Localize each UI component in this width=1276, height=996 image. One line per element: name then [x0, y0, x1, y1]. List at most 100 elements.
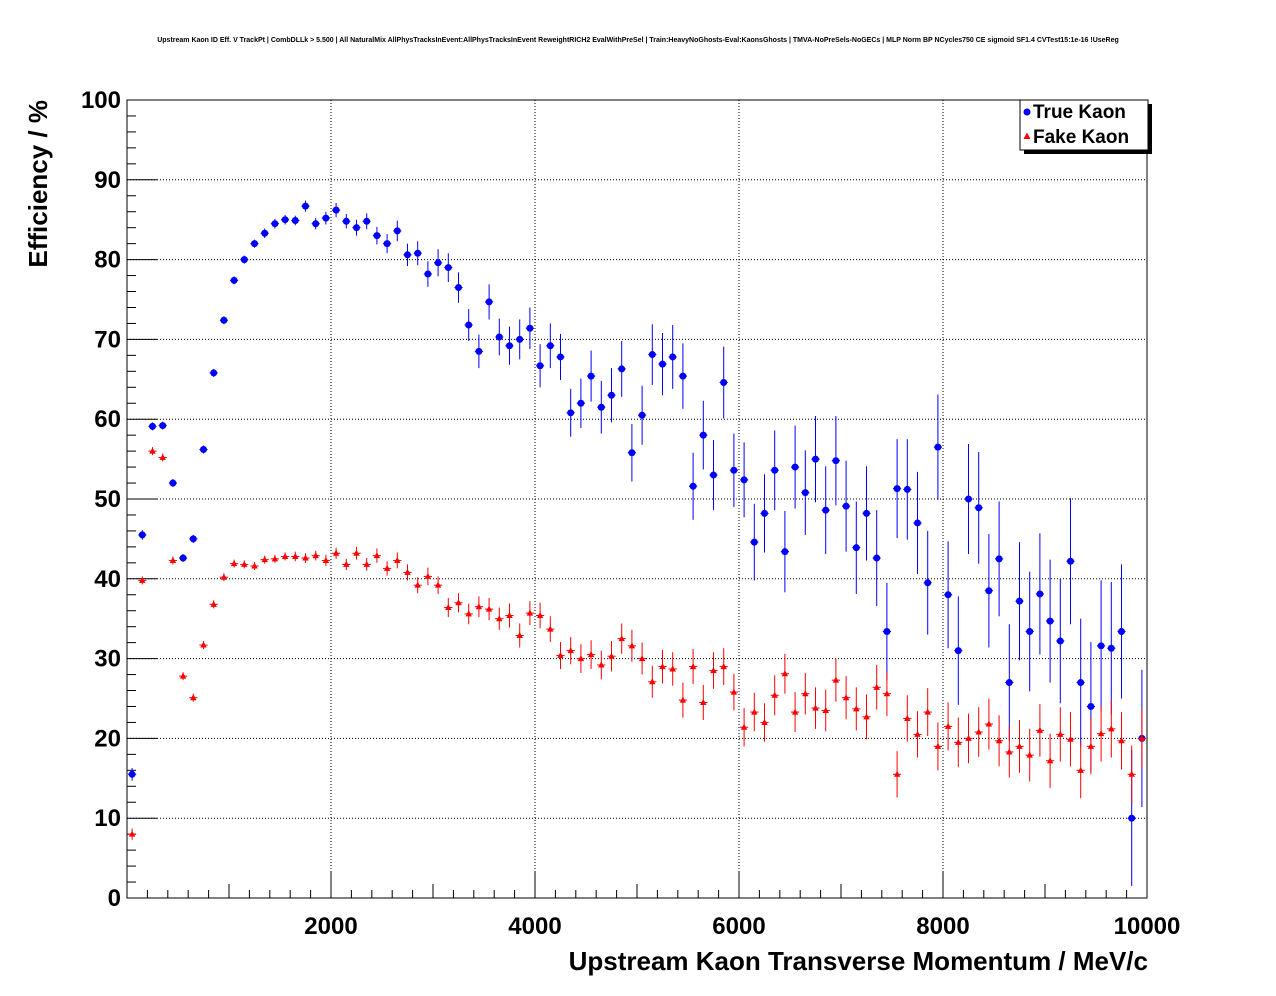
fake-kaon-point [1086, 718, 1095, 775]
true-kaon-marker [312, 220, 320, 228]
fake-kaon-marker [373, 552, 381, 559]
fake-kaon-point [740, 708, 749, 747]
true-kaon-point [954, 596, 963, 705]
true-kaon-marker [710, 471, 717, 479]
true-kaon-point [893, 439, 902, 539]
fake-kaon-marker [853, 705, 860, 712]
true-kaon-point [1107, 581, 1116, 715]
fake-kaon-point [332, 547, 341, 559]
series-true-kaon [128, 200, 1146, 887]
fake-kaon-point [495, 607, 504, 630]
true-kaon-point [148, 422, 157, 431]
fake-kaon-marker [587, 651, 595, 658]
y-tick-label: 90 [94, 167, 121, 194]
fake-kaon-marker [526, 609, 534, 616]
fake-kaon-point [168, 556, 177, 565]
true-kaon-point [770, 430, 779, 511]
fake-kaon-point [250, 562, 259, 571]
true-kaon-marker [659, 360, 666, 368]
fake-kaon-point [780, 653, 789, 694]
fake-kaon-marker [1036, 726, 1044, 733]
true-kaon-point [158, 421, 167, 430]
fake-kaon-point [148, 447, 157, 456]
fake-kaon-marker [710, 667, 717, 674]
true-kaon-point [301, 200, 310, 212]
fake-kaon-marker [434, 581, 442, 588]
fake-kaon-marker [241, 560, 248, 567]
fake-kaon-point [1015, 720, 1024, 773]
true-kaon-marker [353, 224, 360, 232]
true-kaon-marker [720, 378, 728, 386]
fake-kaon-point [536, 602, 545, 629]
true-kaon-point [525, 307, 534, 349]
true-kaon-marker [536, 362, 544, 370]
true-kaon-point [1076, 618, 1085, 747]
fake-kaon-marker [802, 690, 809, 697]
true-kaon-marker [679, 372, 687, 380]
y-tick-label: 50 [94, 486, 121, 513]
fake-kaon-point [729, 673, 738, 711]
true-kaon-point [638, 385, 647, 445]
true-kaon-point [699, 400, 708, 470]
true-kaon-point [576, 378, 585, 428]
true-kaon-point [974, 451, 983, 564]
true-kaon-marker [485, 298, 493, 306]
true-kaon-marker [638, 411, 646, 419]
true-kaon-point [1056, 578, 1065, 704]
fake-kaon-marker [791, 708, 799, 715]
fake-kaon-point [546, 616, 555, 642]
fake-kaon-point [321, 554, 330, 567]
true-kaon-marker [393, 227, 401, 235]
true-kaon-point [811, 416, 820, 503]
fake-kaon-point [638, 642, 647, 675]
fake-kaon-marker [1057, 730, 1064, 737]
true-kaon-marker [200, 446, 207, 454]
y-tick-label: 0 [108, 885, 121, 912]
true-kaon-marker [883, 627, 891, 635]
fake-kaon-point [403, 564, 412, 581]
fake-kaon-marker [985, 720, 993, 727]
true-kaon-point [872, 510, 881, 606]
true-kaon-point [709, 439, 718, 511]
y-tick-label: 20 [94, 725, 121, 752]
true-kaon-point [495, 318, 504, 356]
legend-true-kaon-marker [1023, 108, 1031, 116]
fake-kaon-marker [975, 728, 982, 735]
chart-title: Upstream Kaon ID Eff. V TrackPt | CombDL… [157, 37, 1119, 44]
fake-kaon-marker [995, 737, 1003, 744]
true-kaon-point [209, 368, 218, 377]
fake-kaon-point [158, 453, 167, 462]
fake-kaon-marker [536, 612, 544, 619]
fake-kaon-marker [751, 708, 758, 715]
true-kaon-marker [546, 342, 554, 350]
fake-kaon-point [974, 707, 983, 757]
fake-kaon-point [760, 703, 769, 742]
true-kaon-point [1025, 571, 1034, 692]
x-tick-label: 2000 [304, 913, 357, 940]
fake-kaon-marker [771, 691, 778, 698]
fake-kaon-point [352, 546, 361, 560]
true-kaon-marker [363, 217, 371, 225]
fake-kaon-point [893, 751, 902, 798]
fake-kaon-marker [445, 604, 452, 611]
true-kaon-point [270, 218, 279, 229]
legend-fake-kaon-marker [1023, 132, 1031, 139]
fake-kaon-marker [292, 552, 299, 559]
true-kaon-marker [567, 409, 575, 417]
fake-kaon-marker [873, 683, 880, 690]
true-kaon-point [199, 445, 208, 454]
true-kaon-marker [404, 251, 411, 259]
true-kaon-marker [669, 353, 677, 361]
true-kaon-marker [465, 321, 473, 329]
fake-kaon-point [138, 576, 147, 585]
fake-kaon-point [199, 641, 208, 650]
fake-kaon-marker [1128, 770, 1135, 777]
true-kaon-point [383, 234, 392, 254]
true-kaon-marker [526, 324, 534, 332]
true-kaon-marker [261, 229, 269, 237]
true-kaon-marker [914, 519, 921, 527]
true-kaon-marker [924, 579, 932, 587]
true-kaon-point [250, 239, 259, 248]
true-kaon-marker [424, 270, 432, 278]
fake-kaon-marker [322, 556, 330, 563]
